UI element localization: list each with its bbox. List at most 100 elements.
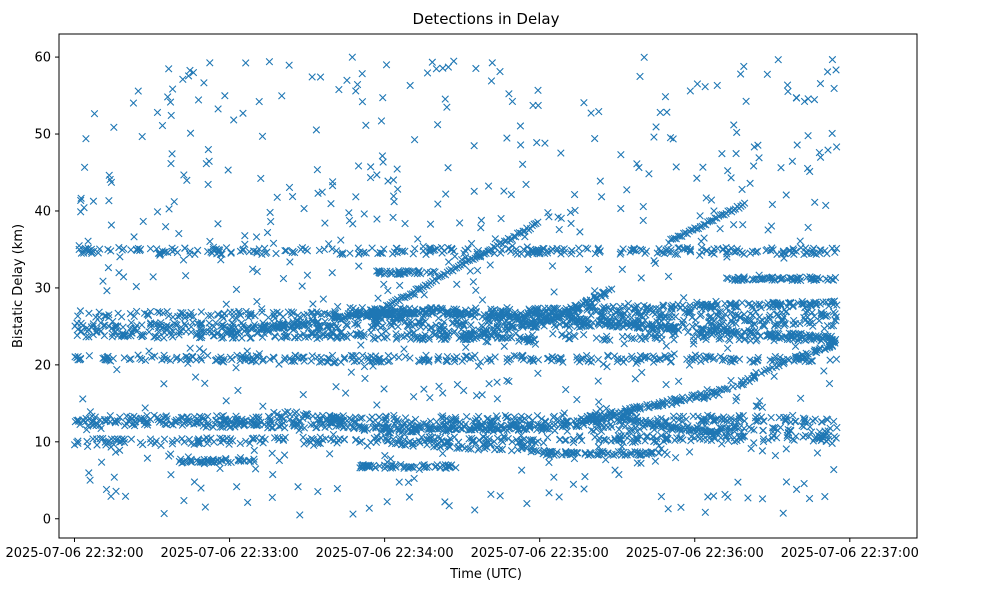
- detection-point: [394, 439, 403, 447]
- detection-point: [495, 318, 503, 327]
- detection-point: [172, 355, 181, 363]
- detection-point: [218, 423, 227, 431]
- detection-point: [671, 312, 680, 321]
- detection-point: [283, 333, 291, 341]
- detection-point: [168, 437, 177, 445]
- detection-point: [127, 435, 136, 443]
- detection-point: [193, 246, 202, 255]
- detection-point: [610, 352, 619, 360]
- detection-point: [523, 443, 532, 451]
- detection-point: [687, 437, 695, 445]
- detection-point: [236, 439, 244, 448]
- detection-point: [619, 358, 628, 366]
- detection-point: [436, 443, 445, 451]
- detection-point: [758, 316, 767, 325]
- detection-point: [703, 246, 711, 255]
- detection-point: [631, 438, 639, 446]
- detection-point: [587, 426, 596, 434]
- detection-point: [771, 320, 779, 329]
- y-axis-title: Bistatic Delay (km): [11, 224, 26, 348]
- detection-point: [667, 248, 675, 257]
- detection-point: [519, 245, 528, 254]
- detection-point: [817, 310, 826, 318]
- detection-point: [167, 420, 175, 428]
- detection-point: [543, 433, 552, 442]
- detection-point: [561, 436, 569, 444]
- detection-point: [181, 322, 190, 330]
- detection-point: [160, 435, 169, 443]
- detection-point: [225, 440, 233, 448]
- detection-point: [423, 441, 431, 449]
- detection-point: [472, 439, 480, 447]
- detection-point: [82, 333, 90, 341]
- detection-point: [290, 333, 299, 341]
- detection-point: [367, 328, 375, 337]
- detection-point: [242, 437, 250, 445]
- detection-point: [480, 440, 488, 448]
- detection-point: [418, 319, 426, 327]
- detection-point: [526, 336, 535, 345]
- detection-point: [527, 448, 535, 456]
- detection-point: [427, 246, 435, 255]
- detection-point: [204, 247, 212, 256]
- detection-point: [714, 312, 722, 320]
- detection-point: [307, 421, 315, 429]
- detection-point: [152, 245, 161, 253]
- detection-point: [330, 436, 338, 445]
- detection-point: [562, 436, 570, 444]
- detection-point: [423, 435, 431, 443]
- detection-point: [430, 331, 439, 339]
- detection-point: [748, 247, 757, 256]
- detection-point: [354, 244, 362, 252]
- detection-point: [117, 437, 125, 446]
- detection-point: [683, 355, 691, 364]
- detection-point: [392, 335, 401, 343]
- detection-point: [579, 331, 588, 339]
- detection-point: [133, 246, 141, 255]
- detection-point: [217, 438, 225, 447]
- detection-point: [501, 334, 510, 342]
- detection-point: [615, 436, 623, 444]
- detection-point: [281, 246, 289, 255]
- detection-point: [479, 433, 488, 441]
- detection-point: [397, 332, 406, 340]
- detection-point: [352, 329, 360, 338]
- detection-point: [181, 244, 189, 252]
- detection-point: [636, 245, 645, 254]
- detection-point: [444, 243, 452, 252]
- detection-point: [794, 337, 802, 345]
- detection-point: [303, 310, 311, 318]
- detection-point: [467, 321, 475, 329]
- detection-point: [247, 309, 255, 318]
- detection-point: [699, 435, 707, 443]
- detection-point: [768, 244, 776, 252]
- detection-point: [264, 424, 272, 432]
- detection-point: [702, 335, 710, 344]
- detection-point: [770, 322, 779, 330]
- detection-point: [287, 308, 296, 316]
- detection-point: [500, 434, 509, 442]
- detection-point: [642, 247, 651, 255]
- detection-point: [599, 335, 607, 344]
- detection-point: [356, 248, 364, 256]
- detection-point: [214, 310, 222, 318]
- detection-point: [658, 310, 666, 318]
- detection-point: [263, 248, 271, 256]
- detection-point: [618, 332, 627, 341]
- detection-point: [352, 435, 360, 444]
- detection-point: [788, 435, 797, 444]
- detection-point: [740, 310, 748, 319]
- detection-point: [127, 329, 136, 337]
- detection-point: [597, 427, 606, 436]
- detection-point: [328, 245, 336, 253]
- detection-point: [633, 437, 642, 445]
- detection-point: [144, 311, 153, 320]
- detection-point: [126, 309, 135, 318]
- detection-point: [191, 250, 199, 258]
- detection-point: [715, 335, 723, 343]
- detection-point: [95, 245, 104, 253]
- detection-point: [154, 327, 163, 336]
- detection-point: [127, 332, 135, 340]
- detection-point: [437, 321, 445, 330]
